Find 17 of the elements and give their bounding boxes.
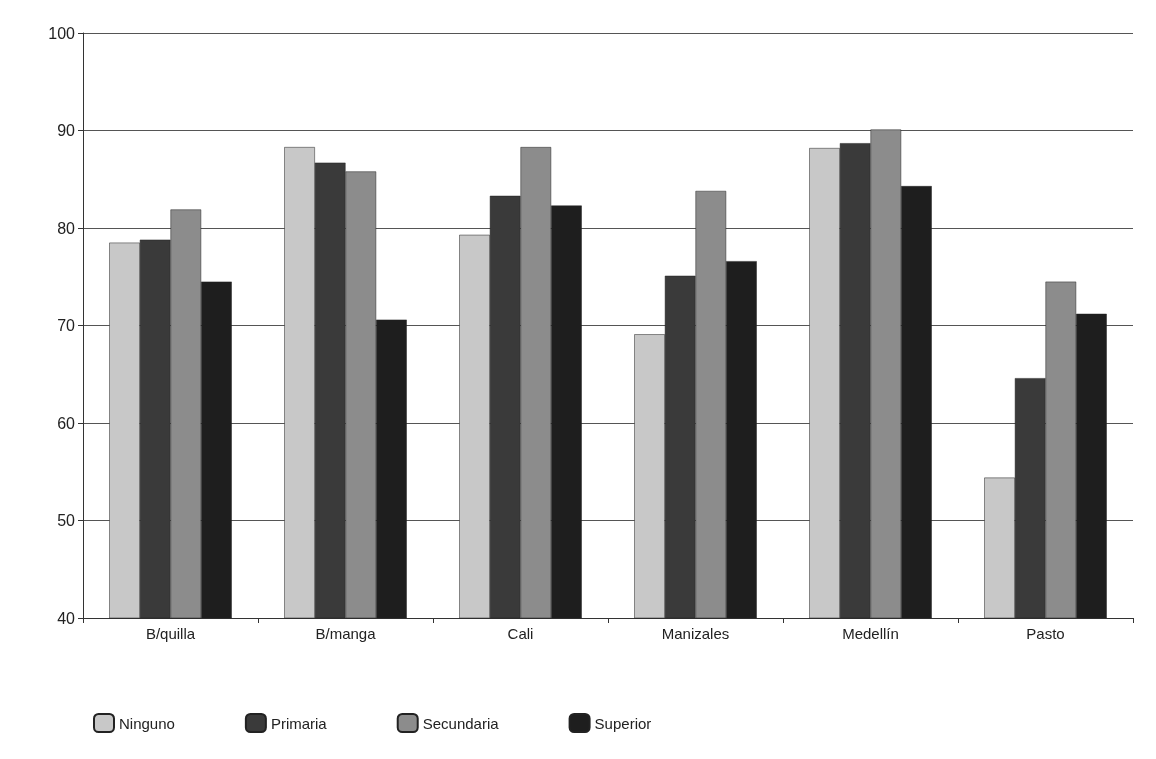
y-tick-label: 60 <box>57 414 76 432</box>
x-tick-label: Cali <box>507 625 534 642</box>
legend-label: Secundaria <box>422 714 500 732</box>
y-tick-label: 80 <box>57 219 76 237</box>
x-tick-label: Pasto <box>1026 625 1065 642</box>
legend-label: Primaria <box>270 714 328 732</box>
y-tick-label: 90 <box>57 122 76 139</box>
y-tick-label: 50 <box>57 512 76 529</box>
x-tick-label: B/quilla <box>145 625 196 642</box>
y-tick-label: 40 <box>57 609 76 627</box>
y-tick-label: 70 <box>57 317 76 334</box>
x-tick-label: Manizales <box>661 625 730 642</box>
x-tick-label: Medellín <box>842 625 899 642</box>
x-tick-label: B/manga <box>315 625 377 642</box>
legend-label: Superior <box>594 714 652 732</box>
y-tick-label: 100 <box>48 24 76 42</box>
legend-label: Ninguno <box>119 714 175 732</box>
